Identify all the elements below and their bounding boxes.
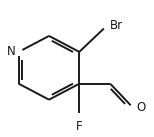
Text: Br: Br	[110, 19, 123, 32]
Text: F: F	[76, 120, 83, 133]
Text: O: O	[136, 101, 145, 114]
Text: N: N	[7, 45, 16, 58]
